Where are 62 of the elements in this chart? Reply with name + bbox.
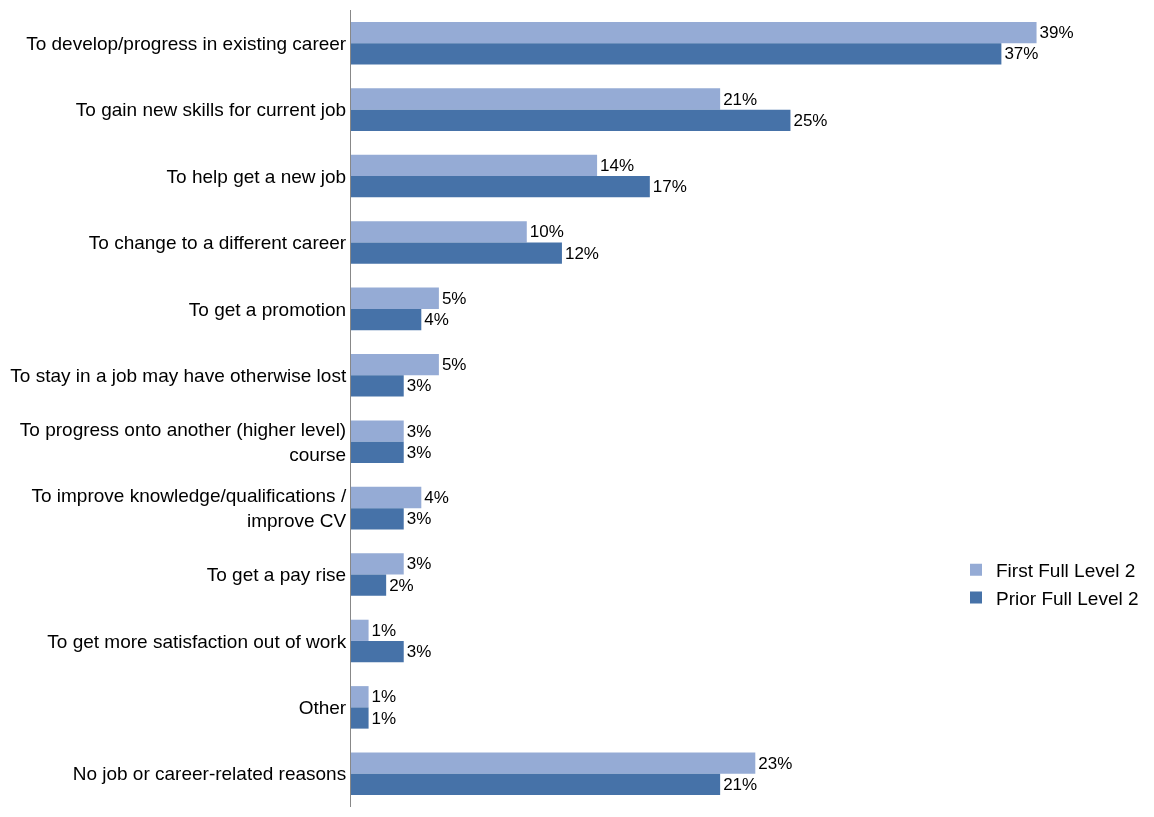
bar (351, 354, 439, 376)
y-tick-label: To progress onto another (higher level) course (19, 419, 347, 465)
bar (351, 221, 527, 243)
y-tick-label: Other (298, 697, 347, 719)
bar (351, 773, 721, 796)
legend-label: First Full Level 2 (996, 560, 1136, 582)
data-label: 4% (424, 310, 449, 330)
data-label: 3% (406, 421, 432, 441)
data-label: 17% (652, 177, 687, 197)
y-tick-label: To get a promotion (188, 298, 347, 320)
data-label: 25% (793, 110, 828, 130)
bar (351, 686, 369, 708)
bar (351, 88, 721, 110)
data-label: 3% (406, 642, 432, 662)
y-tick-label: To change to a different career (88, 232, 347, 254)
bar (351, 553, 404, 575)
bar (351, 486, 422, 509)
data-label: 3% (406, 376, 432, 396)
data-label: 37% (1004, 44, 1039, 64)
bar (351, 640, 404, 663)
data-label: 21% (723, 774, 758, 794)
y-tick-label: To develop/progress in existing career (26, 32, 347, 54)
bar (351, 308, 422, 331)
data-label: 3% (406, 442, 432, 462)
y-tick-label: To help get a new job (166, 165, 347, 187)
bar (351, 574, 387, 596)
y-tick-label: No job or career-related reasons (72, 763, 347, 785)
data-label: 1% (371, 687, 397, 707)
data-label: 21% (723, 89, 758, 109)
data-label: 1% (371, 620, 397, 640)
data-label: 4% (424, 488, 449, 507)
data-label: 10% (529, 222, 564, 242)
bar (351, 752, 756, 774)
bar (351, 441, 404, 463)
bar (351, 21, 1037, 44)
bar (351, 176, 650, 198)
bar (351, 242, 562, 264)
y-tick-label: To get a pay rise (206, 564, 347, 586)
data-label: 3% (406, 554, 432, 574)
data-label: 5% (441, 355, 467, 375)
data-label: 23% (758, 753, 793, 773)
bar (351, 375, 404, 397)
bar (351, 508, 404, 530)
bar (351, 707, 369, 729)
bar (351, 109, 791, 131)
data-label: 12% (564, 243, 599, 263)
data-label: 3% (406, 509, 432, 529)
bar (351, 43, 1002, 65)
bar (351, 154, 598, 177)
data-label: 2% (389, 575, 414, 595)
y-tick-label: To stay in a job may have otherwise lost (10, 364, 347, 386)
y-tick-label: To get more satisfaction out of work (47, 630, 347, 652)
y-tick-label: To improve knowledge/qualifications / improve CV (31, 485, 347, 532)
data-label: 14% (600, 155, 635, 175)
bar (351, 420, 404, 442)
data-label: 1% (371, 708, 397, 728)
bar (351, 287, 439, 309)
y-tick-label: To gain new skills for current job (75, 99, 347, 121)
bar (351, 619, 369, 641)
legend-label: Prior Full Level 2 (996, 587, 1139, 609)
data-label: 5% (441, 288, 467, 308)
data-label: 39% (1039, 23, 1074, 43)
